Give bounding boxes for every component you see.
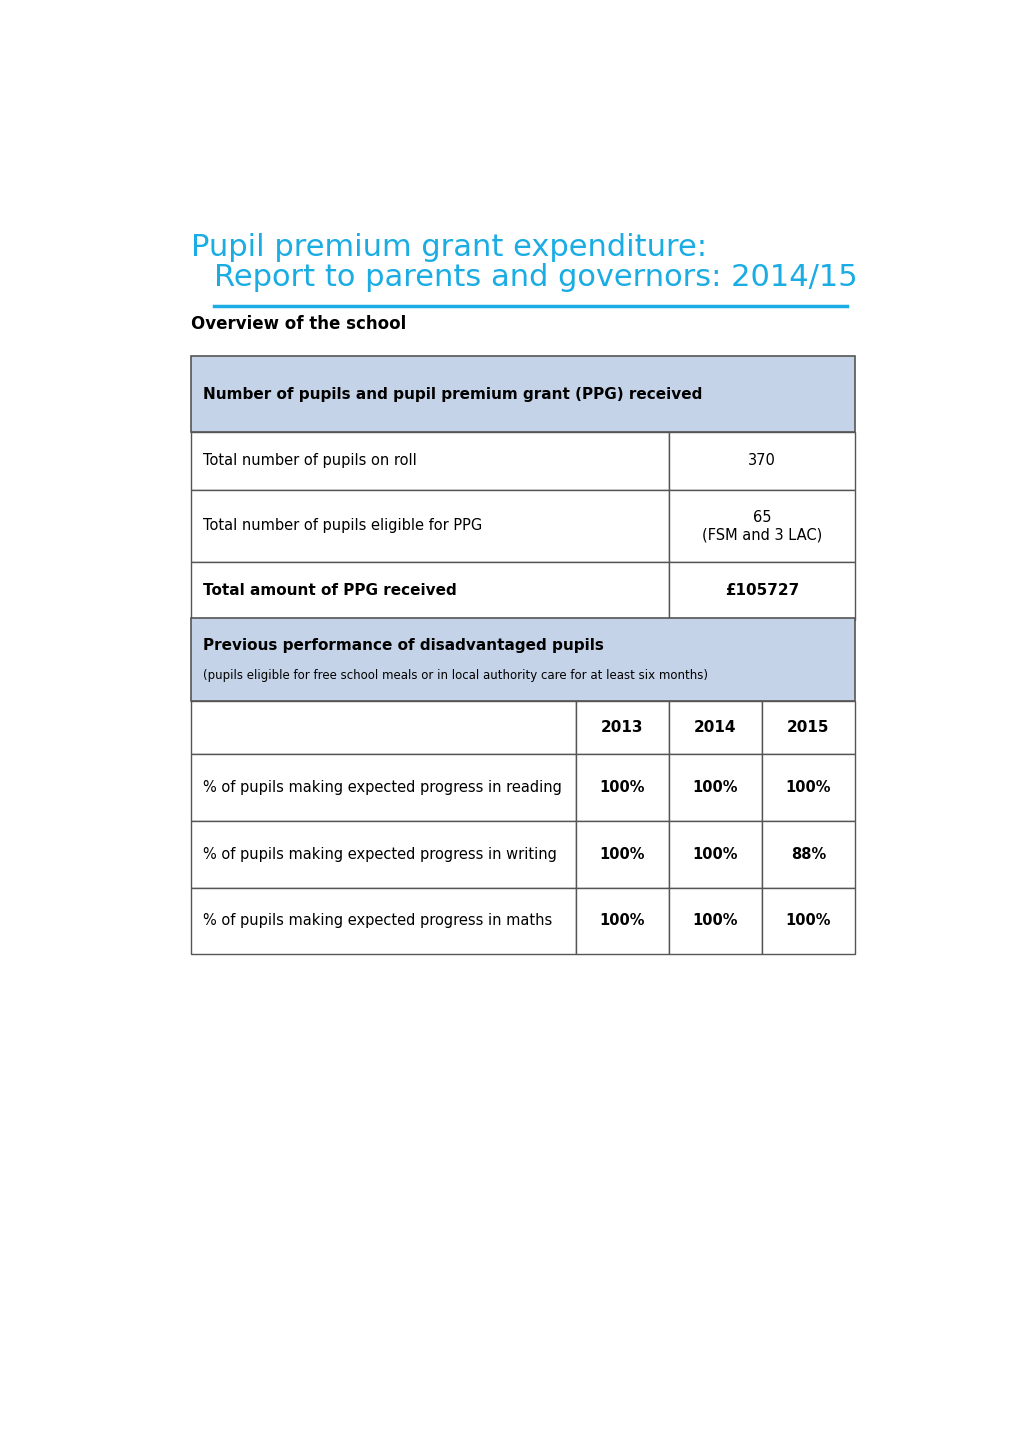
FancyBboxPatch shape (668, 563, 854, 620)
FancyBboxPatch shape (191, 618, 854, 701)
FancyBboxPatch shape (761, 755, 854, 821)
Text: £105727: £105727 (723, 583, 798, 599)
FancyBboxPatch shape (761, 701, 854, 755)
Text: 2015: 2015 (787, 720, 828, 734)
Text: 100%: 100% (599, 781, 644, 795)
FancyBboxPatch shape (191, 755, 576, 821)
FancyBboxPatch shape (761, 821, 854, 887)
Text: Previous performance of disadvantaged pupils: Previous performance of disadvantaged pu… (203, 638, 603, 652)
Text: 100%: 100% (692, 847, 738, 861)
Text: Total amount of PPG received: Total amount of PPG received (203, 583, 455, 599)
Text: 100%: 100% (692, 913, 738, 928)
FancyBboxPatch shape (191, 356, 854, 431)
FancyBboxPatch shape (191, 887, 576, 954)
Text: 100%: 100% (692, 781, 738, 795)
Text: 2013: 2013 (600, 720, 643, 734)
FancyBboxPatch shape (668, 431, 854, 489)
FancyBboxPatch shape (576, 887, 668, 954)
Text: 65
(FSM and 3 LAC): 65 (FSM and 3 LAC) (701, 509, 821, 543)
FancyBboxPatch shape (668, 821, 761, 887)
Text: (pupils eligible for free school meals or in local authority care for at least s: (pupils eligible for free school meals o… (203, 670, 707, 683)
FancyBboxPatch shape (761, 887, 854, 954)
FancyBboxPatch shape (668, 701, 761, 755)
FancyBboxPatch shape (576, 701, 668, 755)
FancyBboxPatch shape (191, 821, 576, 887)
FancyBboxPatch shape (576, 821, 668, 887)
Text: 2014: 2014 (693, 720, 736, 734)
FancyBboxPatch shape (191, 563, 668, 620)
Text: 100%: 100% (599, 847, 644, 861)
FancyBboxPatch shape (576, 755, 668, 821)
FancyBboxPatch shape (191, 431, 668, 489)
Text: 100%: 100% (785, 913, 830, 928)
Text: Total number of pupils eligible for PPG: Total number of pupils eligible for PPG (203, 518, 481, 534)
FancyBboxPatch shape (191, 701, 576, 755)
Text: Report to parents and governors: 2014/15: Report to parents and governors: 2014/15 (214, 263, 857, 291)
Text: 370: 370 (747, 453, 775, 469)
Text: 100%: 100% (785, 781, 830, 795)
Text: Total number of pupils on roll: Total number of pupils on roll (203, 453, 416, 469)
Text: Overview of the school: Overview of the school (191, 315, 406, 333)
FancyBboxPatch shape (668, 755, 761, 821)
FancyBboxPatch shape (668, 887, 761, 954)
Text: 100%: 100% (599, 913, 644, 928)
Text: Number of pupils and pupil premium grant (PPG) received: Number of pupils and pupil premium grant… (203, 387, 701, 401)
Text: % of pupils making expected progress in maths: % of pupils making expected progress in … (203, 913, 551, 928)
Text: Pupil premium grant expenditure:: Pupil premium grant expenditure: (191, 234, 706, 263)
FancyBboxPatch shape (668, 489, 854, 563)
Text: % of pupils making expected progress in reading: % of pupils making expected progress in … (203, 781, 560, 795)
Text: 88%: 88% (790, 847, 825, 861)
Text: % of pupils making expected progress in writing: % of pupils making expected progress in … (203, 847, 556, 861)
FancyBboxPatch shape (191, 489, 668, 563)
